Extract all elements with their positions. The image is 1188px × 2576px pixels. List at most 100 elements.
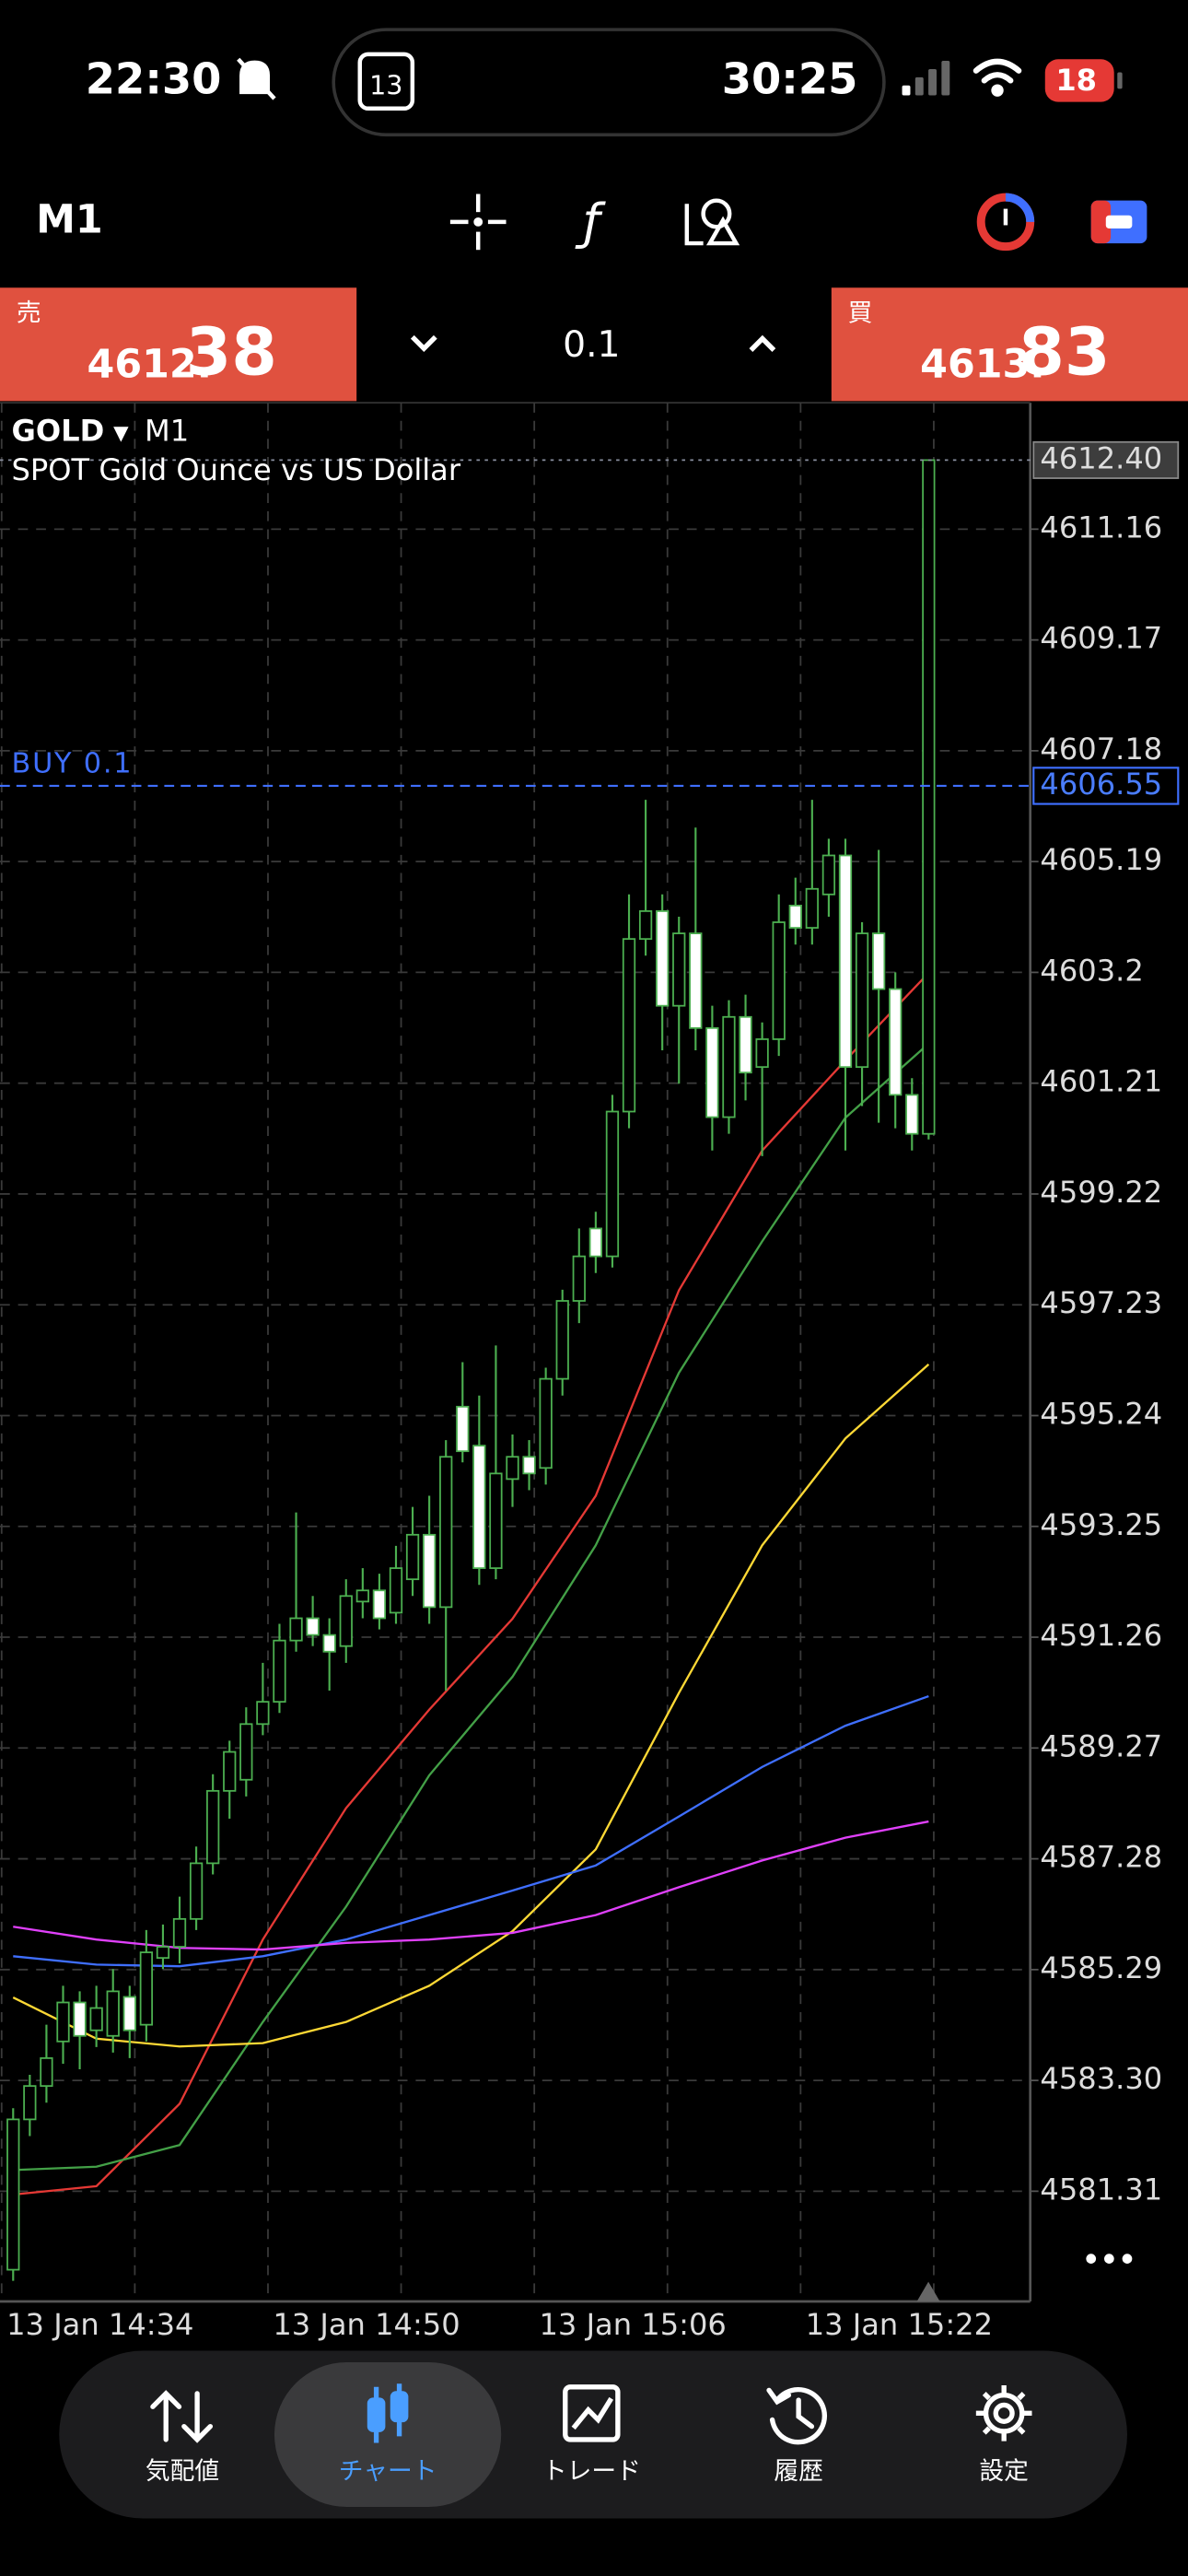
candle-body [23,2085,37,2121]
candle-body [922,459,936,1135]
chart-timeframe: M1 [145,413,189,448]
candle-body [739,1015,752,1074]
candle-body [889,988,903,1096]
nav-item-label[interactable]: トレード [542,2457,641,2486]
candle-body [506,1456,519,1481]
y-tick-label: 4587.28 [1040,1840,1162,1875]
candle-body [722,1015,736,1118]
signal-icon [902,61,950,96]
nav-item-label[interactable]: 履歴 [774,2457,823,2486]
x-tick-label: 13 Jan 15:22 [806,2307,993,2342]
candle-body [805,887,819,929]
battery [1044,59,1114,102]
candle-body [638,910,653,941]
order-label[interactable]: BUY 0.1 [11,747,133,779]
candle-body [588,1227,603,1258]
crosshair-button[interactable] [449,193,507,251]
history-icon [766,2386,827,2445]
y-tick-label: 4605.19 [1040,842,1162,877]
candle-body [6,2118,20,2271]
x-tick-label: 13 Jan 15:06 [540,2307,727,2342]
candle-body [40,2057,53,2088]
candle-body [339,1595,353,1647]
y-tick-label: 4601.21 [1040,1064,1162,1099]
moving-average-line [13,1042,930,2172]
y-tick-label: 4599.22 [1040,1175,1162,1210]
sell-label: 売 [17,299,41,327]
candle-body [472,1445,486,1569]
candle-body [156,1946,170,1960]
candle-body [838,854,853,1069]
symbol[interactable]: GOLD [11,413,104,448]
battery-level: 18 [1055,63,1097,98]
x-tick-label: 13 Jan 14:50 [273,2307,460,2342]
nav-item-label[interactable]: 気配値 [146,2457,219,2486]
candle-body [622,938,636,1113]
y-tick-label: 4603.2 [1040,953,1143,988]
nav-item-label[interactable]: チャート [339,2457,437,2486]
candle-body [855,932,869,1069]
y-tick-label: 4591.26 [1040,1618,1162,1653]
candle-body [256,1701,270,1726]
bell-muted-icon [237,57,276,100]
one-click-trading-button[interactable] [976,193,1035,252]
candle-body [56,2001,70,2043]
wifi-icon [973,58,1022,97]
quotes-icon [150,2390,214,2443]
volume[interactable]: 0.1 [563,324,620,366]
sell-price-large: 38 [186,314,277,391]
volume-down-button[interactable] [410,334,437,353]
calendar-day: 13 [369,71,402,101]
candle-body [139,1951,154,2026]
candle-body [522,1456,536,1475]
timeframe-button[interactable]: M1 [36,196,102,242]
candle-body [422,1533,437,1609]
volume-up-button[interactable] [749,334,776,352]
nav-item-label[interactable]: 設定 [979,2457,1029,2486]
candle-body [172,1917,187,1948]
bottom-nav [59,2350,1127,2519]
symbol-dropdown[interactable]: ▼ [113,422,129,445]
account-button[interactable] [1090,200,1147,244]
order-price-label: 4606.55 [1040,767,1162,802]
symbol-description: SPOT Gold Ounce vs US Dollar [11,452,460,487]
chart-layer: 4611.16 4609.17 4607.18 4605.19 4603.2 4601.2… [0,403,1180,2342]
sell-price-small: 4612. [87,341,212,387]
y-tick-label: 4595.24 [1040,1396,1162,1431]
trade-icon [563,2384,621,2442]
candle-body [605,1110,620,1258]
y-tick-label: 4581.31 [1040,2172,1162,2207]
candle-body [372,1589,387,1620]
candle-body [239,1723,253,1781]
candle-body [273,1639,286,1704]
candle-body [389,1567,403,1614]
candle-body [656,910,670,1007]
moving-average-line [13,972,930,2196]
order-price-box [1032,767,1180,805]
sell-button[interactable] [0,287,357,402]
buy-button[interactable] [831,287,1188,402]
candle-body [122,1996,136,2032]
candle-body [189,1862,204,1920]
candle-body [89,2007,103,2032]
current-price-label: 4612.40 [1040,440,1162,475]
candle-body [439,1456,453,1609]
candle-body [223,1751,237,1792]
clock: 22:30 [86,54,222,104]
candle-body [705,1026,719,1118]
candle-body [456,1405,470,1453]
candle-body [755,1038,769,1069]
objects-button[interactable] [684,198,740,246]
buy-label: 買 [848,299,873,327]
moving-average-line [13,1694,929,1968]
y-tick-label: 4589.27 [1040,1728,1162,1763]
dynamic-island [332,28,886,137]
candle-body [539,1377,553,1469]
candle-body [871,932,886,990]
time-marker [916,2281,940,2302]
more-button[interactable] [1086,2254,1133,2264]
candle-body [106,1990,120,2037]
candle-body [572,1255,586,1302]
